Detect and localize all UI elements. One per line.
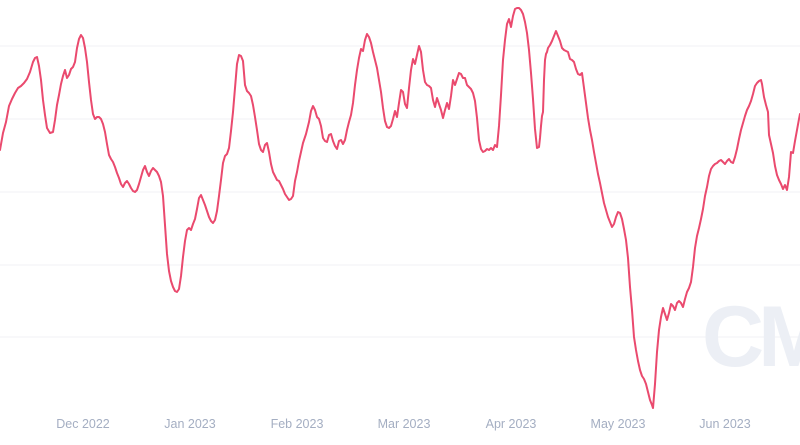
x-axis-label: Apr 2023	[485, 417, 537, 431]
x-axis-label: Jan 2023	[164, 417, 216, 431]
x-axis-label: May 2023	[590, 417, 646, 431]
x-axis-label: Mar 2023	[377, 417, 431, 431]
x-axis-labels: Dec 2022 Jan 2023 Feb 2023 Mar 2023 Apr 2023…	[0, 417, 800, 435]
x-axis-label: Jun 2023	[699, 417, 751, 431]
price-line-series[interactable]	[0, 7, 800, 409]
x-axis-label: Dec 2022	[56, 417, 110, 431]
x-axis-label: Feb 2023	[270, 417, 324, 431]
